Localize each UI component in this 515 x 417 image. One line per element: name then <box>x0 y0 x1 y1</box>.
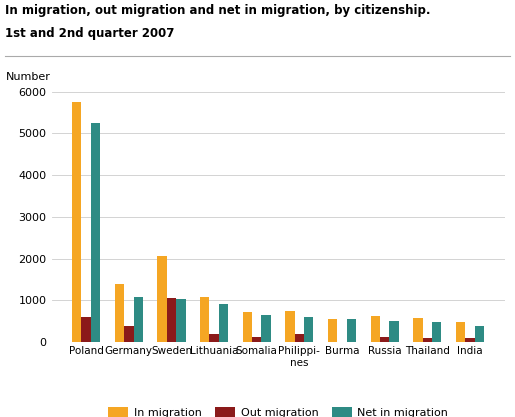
Bar <box>371 316 380 342</box>
Bar <box>328 319 337 342</box>
Text: In migration, out migration and net in migration, by citizenship.: In migration, out migration and net in m… <box>5 4 431 17</box>
Legend: In migration, Out migration, Net in migration: In migration, Out migration, Net in migr… <box>104 402 453 417</box>
Bar <box>133 297 143 342</box>
Text: 1st and 2nd quarter 2007: 1st and 2nd quarter 2007 <box>5 27 175 40</box>
Bar <box>72 102 81 342</box>
Bar <box>423 338 432 342</box>
Bar <box>219 304 228 342</box>
Bar <box>456 322 466 342</box>
Bar <box>262 315 271 342</box>
Bar <box>475 326 484 342</box>
Bar <box>295 334 304 342</box>
Bar <box>389 321 399 342</box>
Bar <box>200 297 210 342</box>
Bar <box>466 338 475 342</box>
Bar <box>347 319 356 342</box>
Bar <box>304 317 314 342</box>
Bar <box>167 298 176 342</box>
Bar <box>124 326 133 342</box>
Text: Number: Number <box>6 72 51 82</box>
Bar <box>432 322 441 342</box>
Bar <box>414 318 423 342</box>
Bar <box>115 284 124 342</box>
Bar <box>252 337 262 342</box>
Bar <box>210 334 219 342</box>
Bar <box>285 311 295 342</box>
Bar <box>158 256 167 342</box>
Bar <box>176 299 185 342</box>
Bar <box>380 337 389 342</box>
Bar <box>243 312 252 342</box>
Bar <box>81 317 91 342</box>
Bar <box>91 123 100 342</box>
